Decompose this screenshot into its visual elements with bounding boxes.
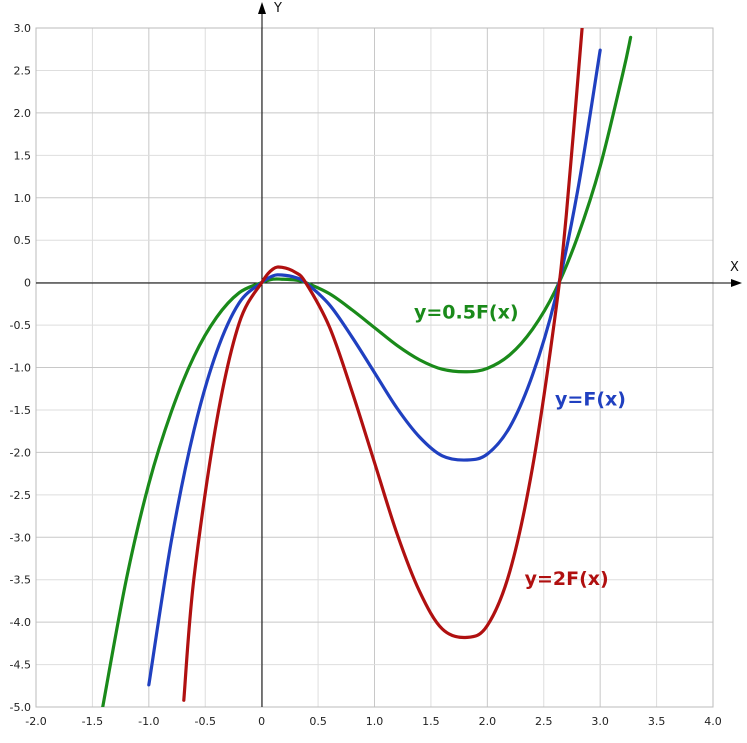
y-tick-label: -5.0 bbox=[10, 701, 31, 714]
y-tick-label: 0.5 bbox=[14, 234, 32, 247]
tick-labels: -2.0 -1.5 -1.0 -0.5 0 0.5 1.0 1.5 2.0 2.5 3.0 3.5 4.… bbox=[10, 22, 722, 728]
axes: XY bbox=[36, 1, 742, 707]
x-tick-label: 4.0 bbox=[704, 715, 722, 728]
y-tick-label: 3.0 bbox=[14, 22, 32, 35]
label-f: y=F(x) bbox=[555, 389, 626, 411]
x-tick-label: -1.5 bbox=[82, 715, 103, 728]
x-axis-arrow bbox=[731, 279, 742, 287]
x-tick-label: 2.5 bbox=[535, 715, 553, 728]
y-tick-label: -1.5 bbox=[10, 404, 31, 417]
x-tick-label: 1.5 bbox=[422, 715, 440, 728]
label-half-f: y=0.5F(x) bbox=[414, 301, 519, 323]
x-tick-label: 0.5 bbox=[309, 715, 327, 728]
y-tick-label: -4.5 bbox=[10, 659, 31, 672]
series-line-half-f bbox=[101, 35, 633, 707]
y-tick-label: -3.0 bbox=[10, 531, 31, 544]
x-tick-label: 3.0 bbox=[591, 715, 609, 728]
series-line-double-f bbox=[182, 28, 584, 702]
y-tick-label: 2.0 bbox=[14, 107, 32, 120]
x-axis-label: X bbox=[730, 260, 739, 275]
label-double-f: y=2F(x) bbox=[525, 568, 609, 590]
y-tick-label: -2.0 bbox=[10, 446, 31, 459]
series-line-f bbox=[147, 48, 602, 687]
y-tick-label: -3.5 bbox=[10, 574, 31, 587]
y-tick-label: -2.5 bbox=[10, 489, 31, 502]
series-group bbox=[101, 28, 633, 707]
x-tick-label: 3.5 bbox=[648, 715, 666, 728]
y-tick-label: -4.0 bbox=[10, 616, 31, 629]
y-tick-label: -0.5 bbox=[10, 319, 31, 332]
y-tick-label: 1.0 bbox=[14, 192, 32, 205]
y-tick-label: 2.5 bbox=[14, 64, 32, 77]
x-tick-label: 0 bbox=[258, 715, 265, 728]
y-tick-label: 0 bbox=[24, 277, 31, 290]
y-axis-label: Y bbox=[273, 1, 282, 16]
y-tick-label: -1.0 bbox=[10, 362, 31, 375]
y-axis-arrow bbox=[258, 2, 266, 14]
plot-frame bbox=[35, 27, 714, 708]
grid bbox=[35, 27, 714, 708]
x-tick-label: -1.0 bbox=[138, 715, 159, 728]
y-tick-label: 1.5 bbox=[14, 149, 32, 162]
annotations: y=0.5F(x) y=F(x) y=2F(x) bbox=[414, 301, 626, 590]
x-tick-label: 2.0 bbox=[479, 715, 497, 728]
x-tick-label: 1.0 bbox=[366, 715, 384, 728]
x-tick-label: -2.0 bbox=[25, 715, 46, 728]
x-tick-label: -0.5 bbox=[195, 715, 216, 728]
